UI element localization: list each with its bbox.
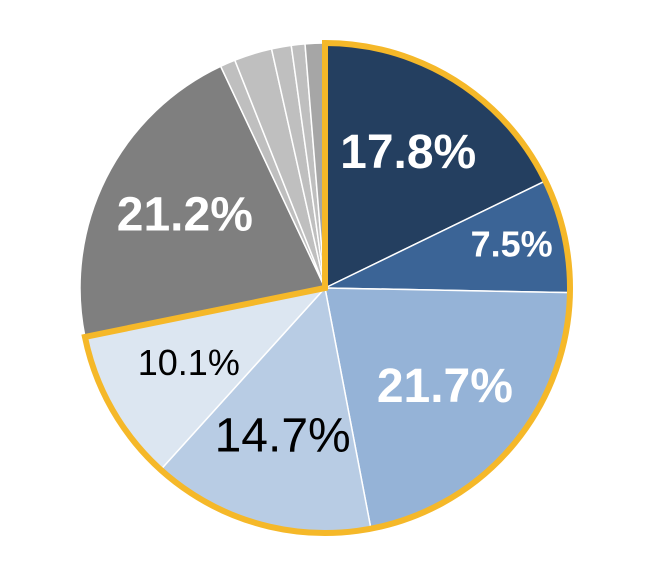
data-label: 21.7% [377, 360, 513, 413]
data-label: 14.7% [215, 410, 351, 463]
data-label: 17.8% [340, 126, 476, 179]
data-label: 21.2% [117, 188, 253, 241]
pie-slice [79, 65, 327, 338]
data-label: 7.5% [471, 223, 553, 264]
data-label: 10.1% [138, 342, 240, 383]
highlight-outline [81, 39, 573, 536]
